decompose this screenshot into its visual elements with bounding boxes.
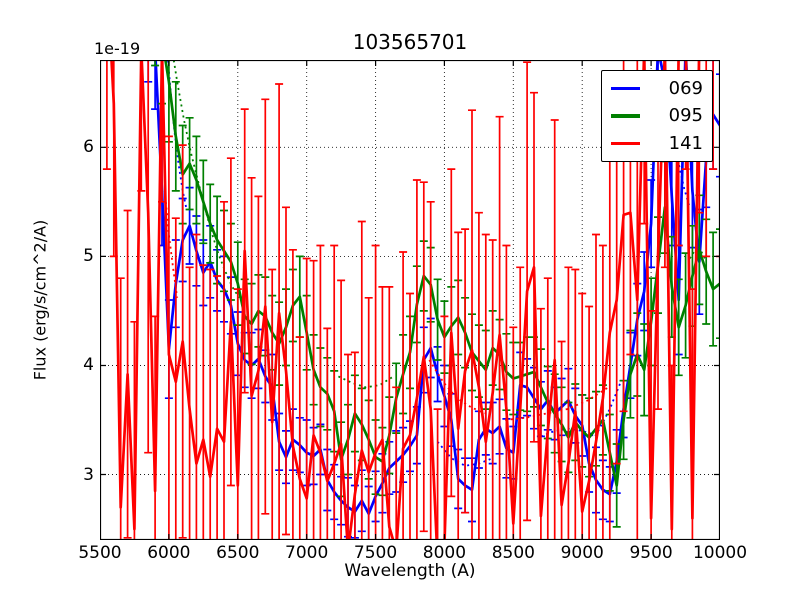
legend-line-sample (611, 141, 640, 146)
legend-entry: 069 (611, 77, 703, 101)
legend-label: 069 (668, 78, 703, 100)
series-line-069 (154, 60, 720, 516)
x-tick-label: 6000 (147, 543, 191, 563)
x-tick-label: 7000 (285, 543, 329, 563)
x-tick-label: 8500 (491, 543, 535, 563)
x-tick-label: 9000 (560, 543, 604, 563)
legend-label: 141 (668, 132, 703, 154)
x-tick-label: 8000 (422, 543, 467, 563)
axis-tick-marks (100, 60, 720, 540)
y-tick-label: 5 (83, 246, 94, 267)
legend: 069 095 141 (601, 70, 713, 162)
series-line-141 (110, 60, 701, 540)
chart-title: 103565701 (352, 30, 468, 54)
legend-line-sample (611, 86, 640, 91)
y-tick-label: 6 (83, 137, 94, 158)
legend-entry: 141 (611, 131, 703, 155)
y-axis-offset-text: 1e-19 (94, 39, 141, 58)
x-tick-label: 10000 (692, 543, 748, 563)
x-tick-label: 5500 (78, 543, 122, 563)
x-tick-label: 6500 (216, 543, 260, 563)
series-dotted-141-1 (428, 359, 485, 415)
axes-frame (100, 60, 720, 540)
series-dotted-141-2 (505, 386, 609, 421)
series-dotted-095-1 (338, 375, 394, 389)
x-axis-label: Wavelength (A) (344, 561, 476, 581)
x-tick-label: 7500 (353, 543, 398, 563)
y-tick-label: 3 (83, 464, 94, 485)
series-dotted-069-1 (436, 441, 494, 467)
y-axis-label: Flux (erg/s/cm^2/A) (30, 219, 50, 381)
legend-entry: 095 (611, 104, 703, 128)
x-tick-label: 9500 (629, 543, 673, 563)
y-tick-label: 4 (83, 355, 94, 376)
legend-line-sample (611, 114, 640, 118)
legend-label: 095 (668, 105, 703, 127)
chart-canvas (100, 60, 720, 540)
plot-area (100, 60, 720, 540)
